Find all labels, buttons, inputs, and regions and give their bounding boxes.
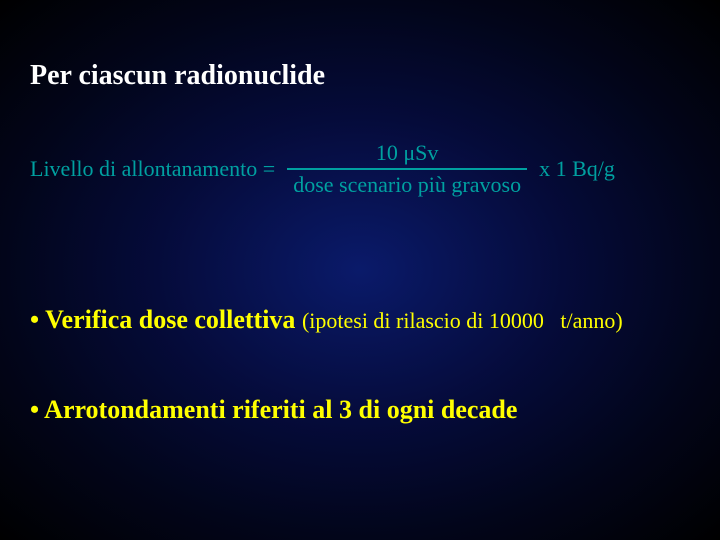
bullet-2-lead: • Arrotondamenti riferiti al 3 di ogni d… — [30, 395, 517, 424]
formula-numerator: 10 μSv — [285, 140, 529, 168]
bullet-2: • Arrotondamenti riferiti al 3 di ogni d… — [30, 395, 517, 425]
formula-denominator: dose scenario più gravoso — [285, 170, 529, 198]
formula-fraction: 10 μSv dose scenario più gravoso — [285, 140, 529, 198]
formula-lhs: Livello di allontanamento = — [30, 156, 275, 182]
bullet-1-paren: (ipotesi di rilascio di 10000 t/anno) — [302, 308, 623, 333]
bullet-1-lead: • Verifica dose collettiva — [30, 305, 302, 334]
bullet-1: • Verifica dose collettiva (ipotesi di r… — [30, 305, 623, 335]
formula-block: Livello di allontanamento = 10 μSv dose … — [30, 140, 700, 198]
formula-row: Livello di allontanamento = 10 μSv dose … — [30, 140, 700, 198]
slide-title: Per ciascun radionuclide — [30, 60, 325, 92]
formula-multiplier: x 1 Bq/g — [539, 156, 615, 182]
